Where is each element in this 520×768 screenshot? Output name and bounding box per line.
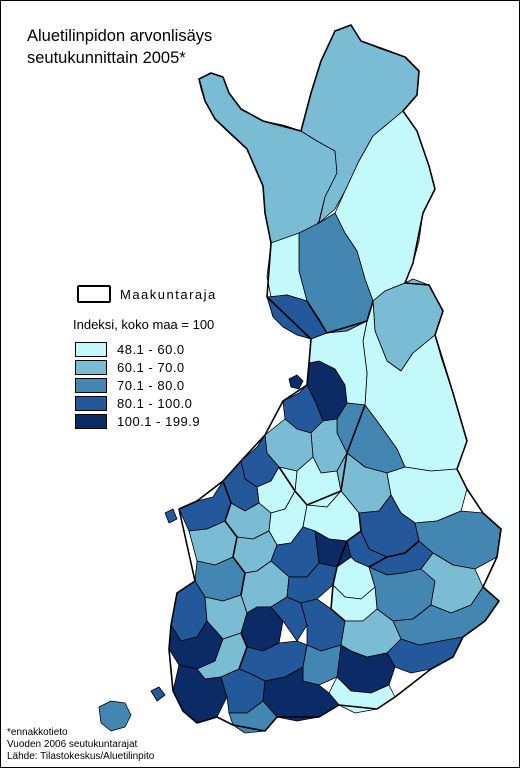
legend-class: 100.1 - 199.9: [75, 412, 200, 430]
border-swatch: [77, 285, 111, 303]
footnote-source: Lähde: Tilastokeskus/Aluetilinpito: [7, 751, 155, 762]
island-vaasa: [164, 508, 178, 524]
legend-class-label: 80.1 - 100.0: [117, 395, 193, 411]
legend-class: 70.1 - 80.0: [75, 376, 200, 394]
legend-class: 80.1 - 100.0: [75, 394, 200, 412]
legend-index-label: Indeksi, koko maa = 100: [73, 317, 215, 332]
legend-swatch: [75, 395, 107, 411]
legend-class-label: 60.1 - 70.0: [117, 359, 185, 375]
footnote-line-1: *ennakkotieto: [7, 727, 68, 738]
region-riihimaki: [302, 644, 342, 686]
legend-class: 48.1 - 60.0: [75, 340, 200, 358]
legend-classes: 48.1 - 60.0 60.1 - 70.0 70.1 - 80.0 80.1…: [75, 340, 200, 430]
footnote-line-2: Vuoden 2006 seutukuntarajat: [7, 739, 138, 750]
legend-swatch: [75, 359, 107, 375]
border-label: Maakuntaraja: [120, 286, 217, 302]
footnote: *ennakkotieto Vuoden 2006 seutukuntaraja…: [7, 727, 154, 763]
legend-class-label: 100.1 - 199.9: [117, 413, 201, 429]
title-line-2: seutukunnittain 2005*: [27, 49, 186, 67]
legend-swatch: [75, 413, 107, 429]
legend-border-entry: Maakuntaraja: [77, 285, 217, 303]
region-aland: [98, 700, 132, 732]
province-borders: [168, 24, 502, 732]
island-oulu: [288, 374, 304, 390]
legend-swatch: [75, 341, 107, 357]
title-line-1: Aluetilinpidon arvonlisäys: [27, 27, 213, 45]
legend-class: 60.1 - 70.0: [75, 358, 200, 376]
legend-class-label: 48.1 - 60.0: [117, 341, 185, 357]
legend-class-label: 70.1 - 80.0: [117, 377, 185, 393]
legend-swatch: [75, 377, 107, 393]
map-title: Aluetilinpidon arvonlisäys seutukunnitta…: [27, 25, 212, 69]
island-turku: [150, 686, 166, 702]
